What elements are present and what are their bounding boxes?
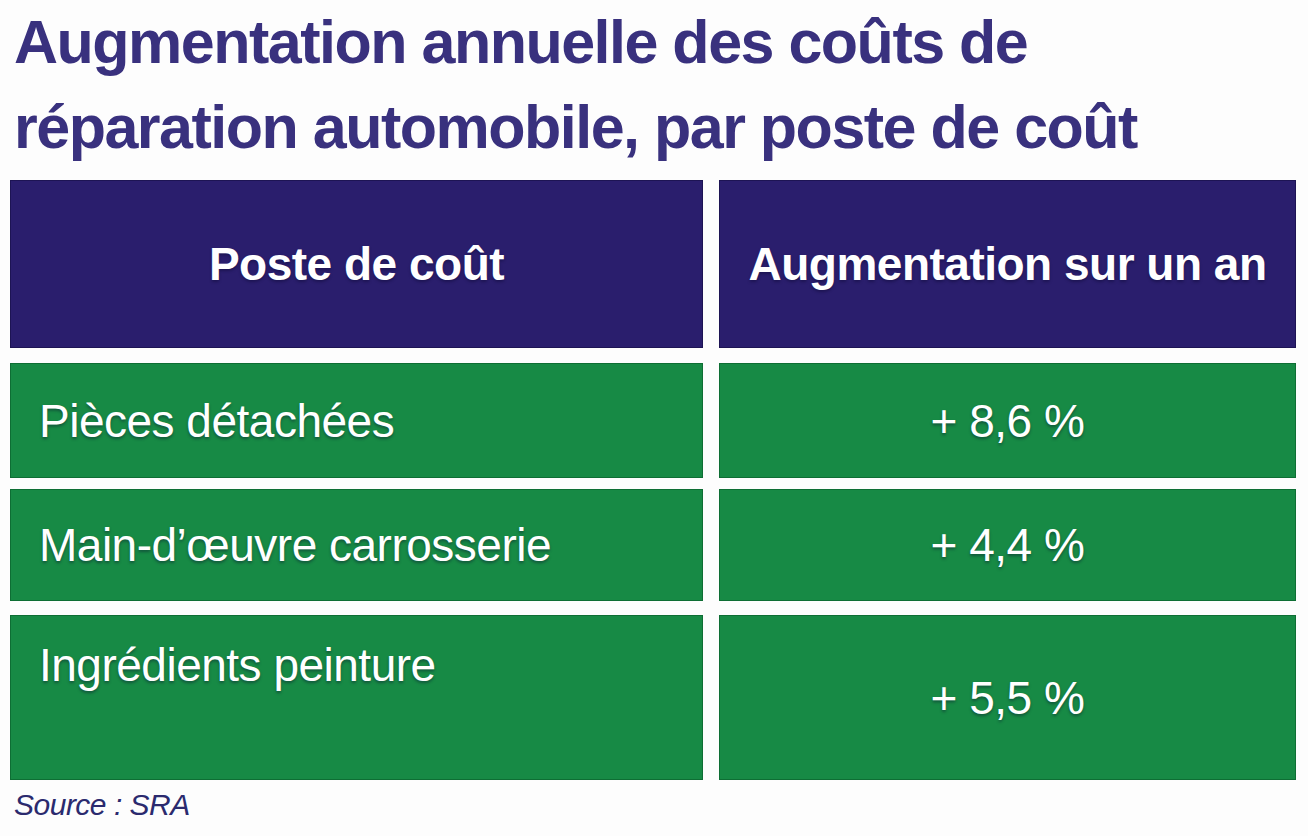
row-value: + 4,4 % xyxy=(719,489,1296,601)
row-value: + 8,6 % xyxy=(719,363,1296,478)
page-title: Augmentation annuelle des coûts de répar… xyxy=(14,0,1304,170)
header-cell-augmentation: Augmentation sur un an xyxy=(719,180,1296,348)
table-row-pieces-detachees: Pièces détachées + 8,6 % xyxy=(10,363,1296,478)
cost-table: Poste de coût Augmentation sur un an Piè… xyxy=(10,180,1296,780)
source-attribution: Source : SRA xyxy=(14,788,190,822)
table-row-ingredients-peinture: Ingrédients peinture + 5,5 % xyxy=(10,615,1296,780)
table-header-row: Poste de coût Augmentation sur un an xyxy=(10,180,1296,348)
row-value: + 5,5 % xyxy=(719,615,1296,780)
header-cell-poste-de-cout: Poste de coût xyxy=(10,180,703,348)
infographic-page: Augmentation annuelle des coûts de répar… xyxy=(0,0,1308,836)
page-title-line-1: Augmentation annuelle des coûts de xyxy=(14,0,1304,85)
row-label: Pièces détachées xyxy=(10,363,703,478)
row-label: Ingrédients peinture xyxy=(10,615,703,780)
table-row-main-doeuvre: Main-d’œuvre carrosserie + 4,4 % xyxy=(10,489,1296,601)
row-label: Main-d’œuvre carrosserie xyxy=(10,489,703,601)
page-title-line-2: réparation automobile, par poste de coût xyxy=(14,85,1304,170)
